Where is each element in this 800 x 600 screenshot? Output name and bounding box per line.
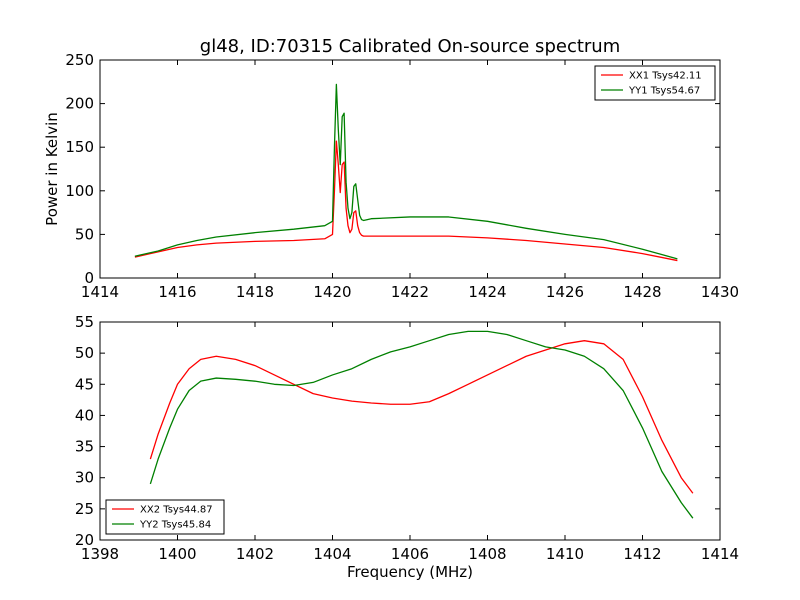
x-tick-label: 1408 — [468, 545, 506, 563]
legend-box — [105, 499, 225, 535]
series-line-1 — [134, 140, 678, 262]
x-tick-label: 1418 — [236, 283, 274, 301]
x-tick-label: 1424 — [468, 283, 506, 301]
y-axis-label: Power in Kelvin — [43, 112, 61, 226]
chart-panel-2: 1398 1400 1402 1404 1406 1408 1410 1412 1414 20 25… — [75, 313, 739, 581]
x-tick-label: 1406 — [391, 545, 429, 563]
x-tick-label: 1428 — [623, 283, 661, 301]
x-tick-label: 1414 — [81, 283, 119, 301]
legend: XX1 Tsys42.11 YY1 Tsys54.67 — [594, 65, 716, 101]
plots: 1414 1416 1418 1420 1422 1424 1426 1428 14300501… — [43, 36, 739, 581]
y-tick-label: 0 — [84, 269, 94, 287]
x-tick-label: 1404 — [313, 545, 351, 563]
x-tick-label: 1426 — [546, 283, 584, 301]
x-tick-label: 1400 — [158, 545, 196, 563]
legend-label: XX1 Tsys42.11 — [629, 71, 702, 82]
series-line-2 — [149, 330, 694, 519]
chart-title: gl48, ID:70315 Calibrated On-source spec… — [200, 36, 620, 57]
legend-box — [594, 65, 716, 101]
x-tick-label: 1416 — [158, 283, 196, 301]
x-tick-label: 1410 — [546, 545, 584, 563]
x-tick-label: 1420 — [313, 283, 351, 301]
y-tick-label: 150 — [65, 138, 94, 156]
y-tick-label: 20 — [75, 531, 94, 549]
x-tick-label: 1412 — [623, 545, 661, 563]
series-line-1 — [149, 340, 694, 494]
y-tick-label: 40 — [75, 406, 94, 424]
x-tick-label: 1402 — [236, 545, 274, 563]
series-line-2 — [134, 83, 678, 260]
x-tick-label: 1422 — [391, 283, 429, 301]
y-tick-label: 35 — [75, 438, 94, 456]
legend-label: YY1 Tsys54.67 — [628, 86, 700, 97]
y-tick-label: 100 — [65, 182, 94, 200]
x-tick-label: 1398 — [81, 545, 119, 563]
legend-label: XX2 Tsys44.87 — [140, 505, 213, 516]
y-tick-label: 25 — [75, 500, 94, 518]
y-tick-label: 30 — [75, 469, 94, 487]
legend: XX2 Tsys44.87 YY2 Tsys45.84 — [105, 499, 225, 535]
x-axis-label: Frequency (MHz) — [347, 563, 473, 581]
y-tick-label: 250 — [65, 51, 94, 69]
chart-panel-1: 1414 1416 1418 1420 1422 1424 1426 1428 1430 0 50 1… — [43, 36, 739, 301]
x-tick-label: 1430 — [701, 283, 739, 301]
legend-label: YY2 Tsys45.84 — [139, 520, 211, 531]
y-tick-label: 55 — [75, 313, 94, 331]
y-tick-label: 50 — [75, 225, 94, 243]
y-tick-label: 200 — [65, 95, 94, 113]
x-tick-label: 1414 — [701, 545, 739, 563]
y-tick-label: 45 — [75, 375, 94, 393]
y-tick-label: 50 — [75, 344, 94, 362]
